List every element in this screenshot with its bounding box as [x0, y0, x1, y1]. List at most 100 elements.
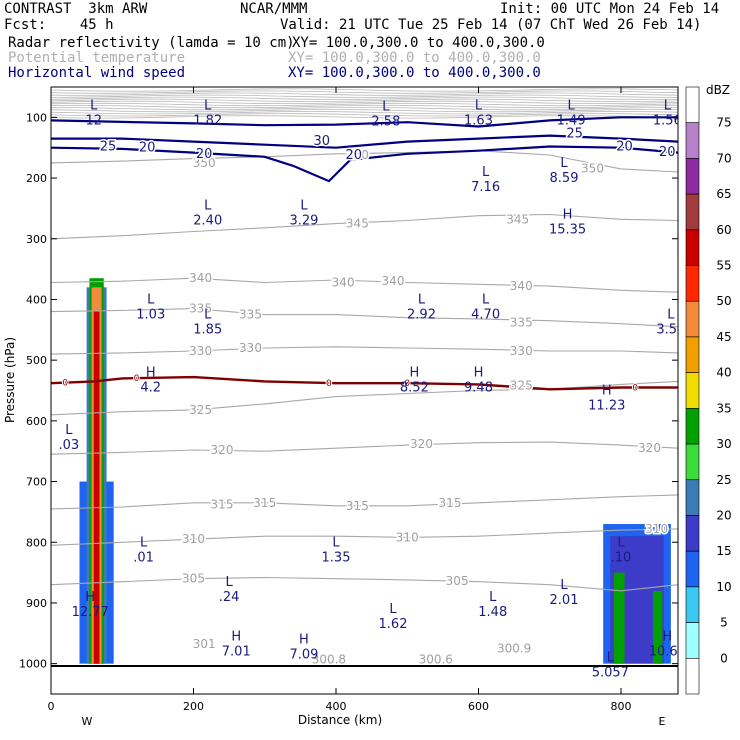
extremum-value: 1.48 [478, 605, 507, 620]
field-wind-name: Horizontal wind speed [8, 65, 186, 81]
extremum-value: 7.16 [471, 180, 500, 195]
zero-isotherm-label-3: 0 [404, 379, 410, 389]
theta-label-9: 335 [189, 302, 212, 316]
colorbar-swatch-6 [685, 300, 700, 338]
upper-band-line-5 [51, 98, 678, 103]
extremum-type: L [332, 535, 340, 550]
extremum-L-21: L.01 [133, 535, 154, 565]
wind-label-7: 20 [659, 145, 676, 160]
colorbar-label-70: 70 [716, 151, 731, 165]
colorbar-label-10: 10 [716, 580, 731, 594]
colorbar-label-60: 60 [716, 223, 731, 237]
extremum-value: 4.2 [140, 380, 161, 395]
extremum-type: L [482, 165, 490, 180]
extremum-type: L [300, 198, 308, 213]
upper-band-line-8 [51, 104, 678, 109]
y-tick-label-700: 700 [26, 476, 47, 489]
theta-label-17: 320 [211, 443, 234, 457]
theta-label-4: 345 [506, 212, 529, 226]
x-tick-label-400: 400 [326, 700, 347, 713]
theta-label-20: 315 [211, 498, 234, 512]
wind-label-1: 20 [139, 141, 156, 156]
wind-contour-30 [51, 116, 678, 128]
extremum-H-10: H15.35 [549, 208, 586, 238]
reflectivity-cell-7 [613, 572, 625, 664]
colorbar-label-15: 15 [716, 544, 731, 558]
field-reflectivity-xy: XY= 100.0,300.0 to 400.0,300.0 [292, 35, 545, 51]
theta-label-8: 340 [510, 279, 533, 293]
theta-label-26: 310 [645, 522, 668, 536]
extremum-H-29: H7.01 [222, 629, 251, 659]
y-tick-label-800: 800 [26, 536, 47, 549]
colorbar-label-25: 25 [716, 473, 731, 487]
extremum-type: L [204, 98, 212, 113]
model-title: CONTRAST 3km ARW [4, 1, 148, 17]
extremum-type: H [85, 590, 95, 605]
upper-band-line-2 [51, 92, 678, 96]
extremum-L-32: L5.057 [592, 651, 629, 681]
theta-label-19: 320 [638, 441, 661, 455]
theta-label-0: 350 [193, 156, 216, 170]
theta-contour-345 [51, 213, 678, 240]
colorbar-label-55: 55 [716, 259, 731, 273]
theta-label-2: 350 [581, 161, 604, 175]
x-axis-label: Distance (km) [298, 713, 382, 727]
y-axis-label: Pressure (hPa) [3, 337, 17, 423]
theta-label-31: 300.6 [419, 652, 453, 666]
extremum-type: H [231, 629, 241, 644]
extremum-L-15: L3.52 [656, 308, 678, 338]
theta-label-1: 350 [346, 148, 369, 162]
colorbar-swatch-0 [685, 86, 700, 124]
extremum-type: H [474, 365, 484, 380]
wind-label-4: 20 [346, 148, 363, 163]
theta-label-28: 305 [446, 574, 469, 588]
extremum-value: .01 [133, 550, 154, 565]
extremum-L-14: L4.70 [471, 293, 500, 323]
x-tick-label-200: 200 [183, 700, 204, 713]
upper-contour-band [51, 88, 678, 119]
upper-band-line-9 [51, 106, 678, 111]
extremum-type: L [482, 293, 490, 308]
init-time: Init: 00 UTC Mon 24 Feb 14 [500, 1, 720, 17]
theta-label-23: 315 [439, 496, 462, 510]
theta-contour-325 [51, 380, 678, 416]
extremum-type: H [409, 365, 419, 380]
theta-label-21: 315 [253, 496, 276, 510]
wind-contour-25 [51, 134, 678, 149]
extremum-value: 12 [85, 113, 102, 128]
extremum-value: 5.057 [592, 666, 629, 681]
colorbar-label-30: 30 [716, 437, 731, 451]
zero-isotherm-label-0: 0 [62, 379, 68, 389]
colorbar-label-40: 40 [716, 366, 731, 380]
extremum-type: H [602, 384, 612, 399]
extremum-L-25: L2.01 [550, 578, 579, 608]
extremum-value: 3.29 [289, 213, 318, 228]
extremum-type: L [140, 535, 148, 550]
colorbar-label-20: 20 [716, 508, 731, 522]
extremum-value: 15.35 [549, 223, 586, 238]
theta-label-30: 300.8 [312, 652, 346, 666]
extremum-type: L [65, 423, 73, 438]
colorbar-swatch-3 [685, 193, 700, 231]
extremum-type: H [563, 208, 573, 223]
extremum-L-1: L1.82 [193, 98, 222, 128]
field-wind-xy: XY= 100.0,300.0 to 400.0,300.0 [288, 65, 541, 81]
y-tick-label-400: 400 [26, 293, 47, 306]
theta-label-6: 340 [332, 275, 355, 289]
extremum-type: H [146, 365, 156, 380]
x-end-label-east: E [659, 715, 666, 728]
extremum-value: 4.70 [471, 308, 500, 323]
y-tick-label-600: 600 [26, 415, 47, 428]
extremum-value: 1.85 [193, 323, 222, 338]
extremum-type: L [617, 535, 625, 550]
upper-band-line-13 [51, 115, 678, 119]
extremum-L-6: L8.59 [550, 156, 579, 186]
upper-band-line-10 [51, 109, 678, 113]
extremum-H-19: H11.23 [588, 384, 625, 414]
extremum-L-4: L1.49 [557, 98, 586, 128]
extremum-L-24: L.24 [219, 575, 240, 605]
theta-label-3: 345 [346, 217, 369, 231]
colorbar-swatch-11 [685, 479, 700, 516]
y-tick-label-100: 100 [26, 111, 47, 124]
colorbar-swatch-15 [685, 622, 700, 659]
